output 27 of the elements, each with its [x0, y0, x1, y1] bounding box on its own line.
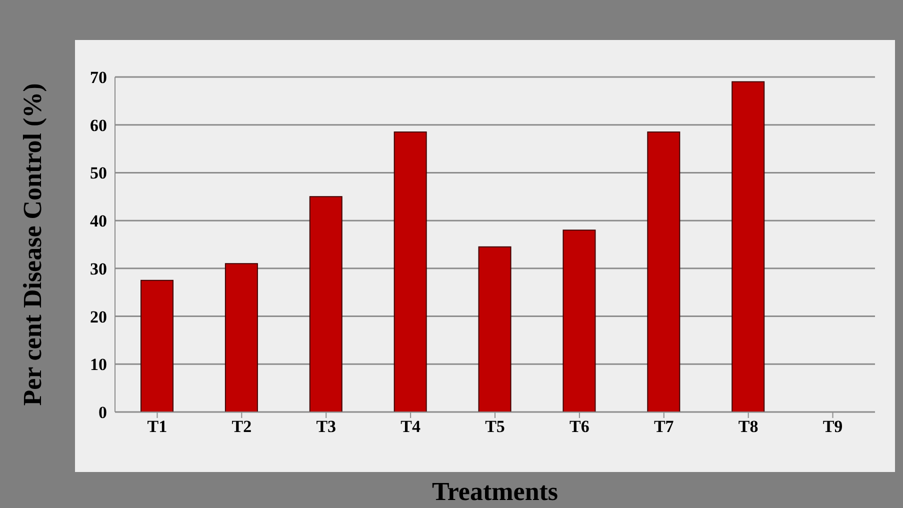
y-tick-label: 60 — [90, 116, 107, 135]
y-tick-label: 20 — [90, 307, 107, 326]
x-tick-label: T1 — [147, 417, 168, 436]
bar — [394, 132, 427, 412]
bar — [732, 81, 765, 412]
y-axis-title: Per cent Disease Control (%) — [18, 83, 48, 406]
x-tick-label: T4 — [400, 417, 421, 436]
x-tick-label: T8 — [738, 417, 758, 436]
y-tick-label: 50 — [90, 164, 107, 183]
y-tick-label: 0 — [98, 403, 107, 422]
bar — [647, 132, 680, 412]
bar — [309, 196, 342, 412]
bar — [140, 280, 174, 412]
y-tick-label: 30 — [90, 259, 107, 278]
bar — [562, 230, 596, 412]
x-tick-label: T5 — [485, 417, 505, 436]
x-tick-label: T3 — [316, 417, 336, 436]
y-tick-label: 70 — [90, 68, 107, 88]
bar — [224, 263, 258, 412]
x-tick-label: T9 — [822, 417, 843, 436]
bar — [478, 246, 512, 412]
x-tick-label: T2 — [232, 417, 252, 436]
x-tick-label: T6 — [570, 417, 590, 436]
x-axis-title: Treatments — [432, 477, 558, 506]
y-tick-label: 10 — [90, 355, 107, 374]
y-tick-label: 40 — [90, 212, 107, 231]
x-tick-label: T7 — [654, 417, 674, 436]
